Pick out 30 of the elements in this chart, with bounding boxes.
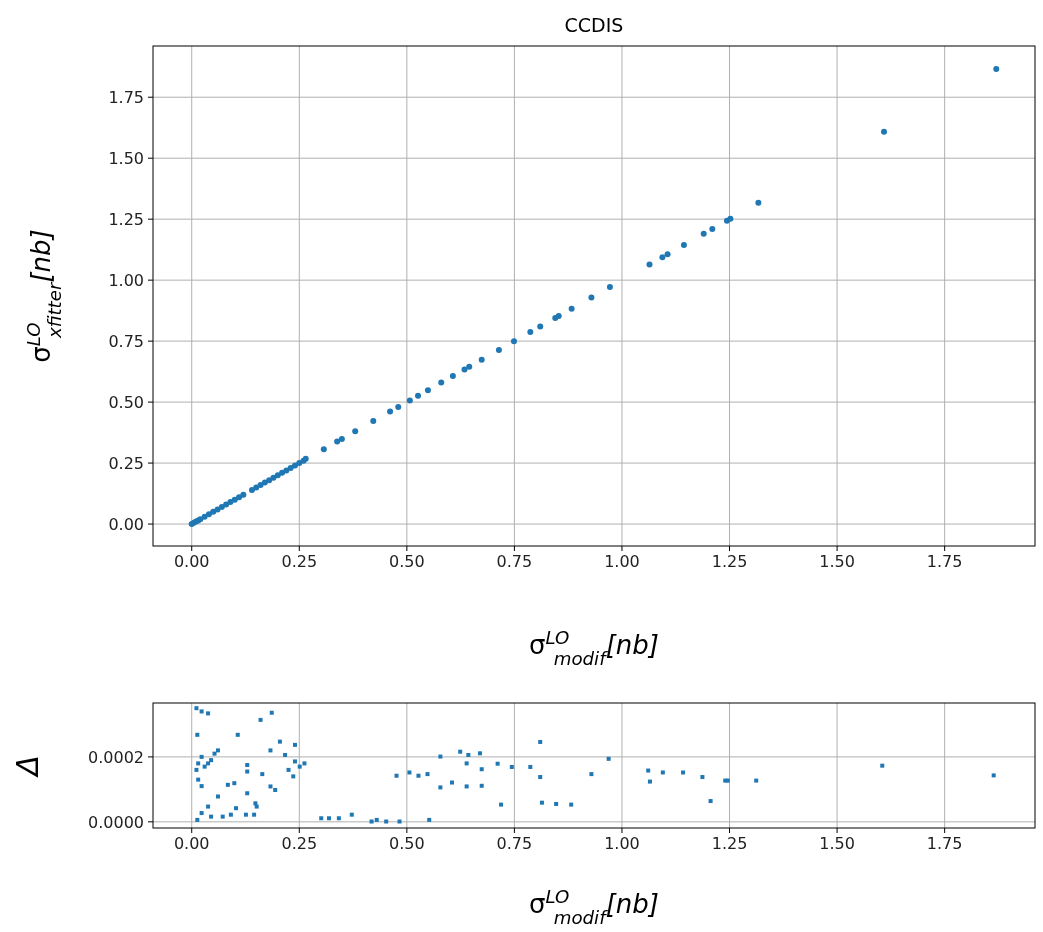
x-tick-label: 0.50 (389, 834, 425, 853)
x-tick-label: 0.50 (389, 552, 425, 571)
x-tick-label: 0.25 (281, 834, 318, 853)
x-tick-label: 0.75 (496, 552, 533, 571)
y-tick-label: 0.0000 (88, 812, 144, 832)
x-tick-label: 0.00 (173, 552, 210, 571)
x-tick-label: 1.00 (604, 834, 640, 853)
y-tick-label: 0.50 (108, 393, 144, 413)
y-tick-label: 0.75 (108, 332, 144, 352)
y-tick-label: 1.75 (108, 88, 144, 108)
x-axis-title: σ$^{LO}$$_{modif}$[nb] (529, 626, 659, 669)
x-axis-title: σ$^{LO}$$_{modif}$[nb] (529, 885, 659, 928)
y-tick-label: 0.00 (108, 515, 144, 535)
y-tick-label: 1.50 (108, 149, 144, 169)
x-tick-label: 1.50 (819, 552, 855, 571)
x-tick-label: 0.75 (496, 834, 533, 853)
x-tick-label: 1.25 (711, 834, 748, 853)
chart-title: CCDIS (564, 14, 624, 36)
x-tick-label: 0.00 (173, 834, 210, 853)
x-tick-label: 1.75 (926, 834, 963, 853)
y-axis-title: Δ (10, 755, 45, 778)
x-tick-label: 1.75 (926, 552, 963, 571)
y-tick-label: 0.0002 (88, 747, 144, 767)
x-tick-label: 0.25 (281, 552, 318, 571)
x-tick-label: 1.00 (604, 552, 640, 571)
x-tick-label: 1.50 (819, 834, 855, 853)
y-tick-label: 0.25 (108, 454, 144, 474)
x-tick-label: 1.25 (711, 552, 748, 571)
y-tick-label: 1.00 (108, 271, 144, 291)
y-tick-label: 1.25 (108, 210, 144, 230)
